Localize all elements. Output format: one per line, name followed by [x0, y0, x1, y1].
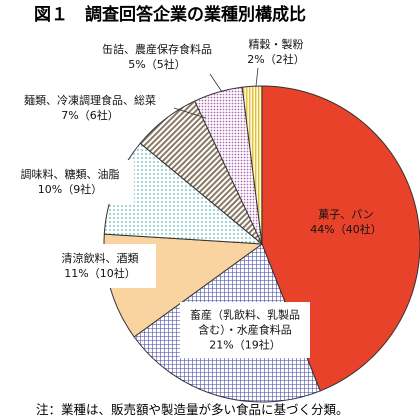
slice-value-1: 21%（19社） [209, 338, 280, 352]
slice-value-4: 7%（6社） [61, 108, 118, 122]
slice-label-6: 精穀・製粉 [249, 37, 304, 51]
slice-label-2: 清涼飲料、酒類 [62, 251, 139, 265]
slice-value-2: 11%（10社） [64, 266, 135, 280]
slice-value-0: 44%（40社） [310, 222, 381, 236]
label-box-3 [6, 160, 134, 204]
leader-line-6 [255, 67, 259, 87]
label-box-1 [180, 302, 310, 358]
leader-line-4 [173, 107, 207, 119]
slice-value-3: 10%（9社） [38, 182, 102, 196]
slice-value-5: 5%（5社） [128, 57, 185, 71]
label-box-2 [44, 244, 156, 288]
chart-title: 図１ 調査回答企業の業種別構成比 [34, 4, 306, 25]
slice-label-5: 缶詰、農産保存食料品 [102, 42, 212, 56]
slice-label-0: 菓子、パン [318, 208, 374, 221]
slice-label-4: 麺類、冷凍調理食品、総菜 [24, 93, 156, 107]
slice-value-6: 2%（2社） [247, 52, 304, 66]
slice-label-3: 調味料、糖類、油脂 [21, 167, 120, 181]
pie-slice-6 [241, 85, 263, 245]
leader-line-5 [209, 73, 223, 93]
chart-note: 注：業種は、販売額や製造量が多い食品に基づく分類。 [36, 402, 349, 417]
slice-label-1: 含む）・水産食料品 [198, 323, 292, 337]
slice-label-1: 畜産（乳飲料、乳製品 [190, 308, 300, 322]
